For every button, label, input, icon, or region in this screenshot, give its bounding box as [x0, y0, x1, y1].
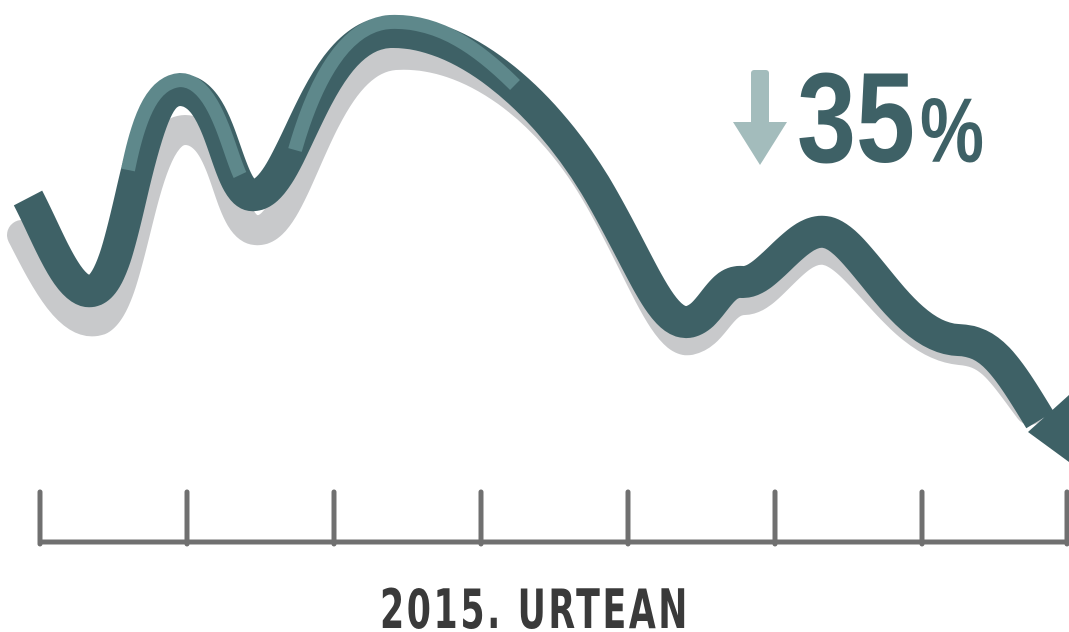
- ribbon: [13, 16, 1054, 429]
- timeline: [37, 489, 1069, 547]
- headline-number: 35: [797, 47, 915, 190]
- down-arrow-head: [733, 122, 787, 165]
- ribbon-highlight: [121, 14, 520, 179]
- ribbon-arrowhead: [1028, 395, 1069, 462]
- down-arrow-shaft: [751, 70, 769, 128]
- caption: 2015. URTEAN: [380, 578, 690, 632]
- headline-unit: %: [920, 80, 984, 182]
